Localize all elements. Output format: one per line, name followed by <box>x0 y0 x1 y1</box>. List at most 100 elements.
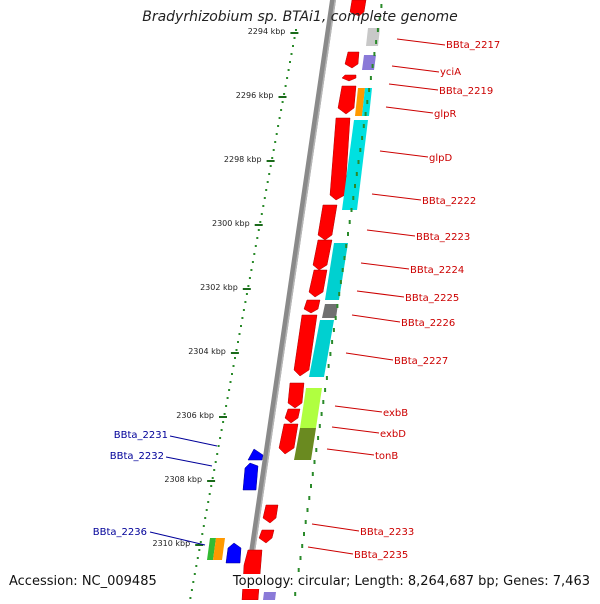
gene-label-bbta-2231[interactable]: BBta_2231 <box>114 430 168 441</box>
scale-dot <box>253 253 256 255</box>
gene-label-tonb[interactable]: tonB <box>375 451 398 462</box>
cds-tonb[interactable] <box>262 504 279 524</box>
gene-label-bbta-2222[interactable]: BBta_2222 <box>422 196 476 207</box>
scale-dot <box>213 469 216 471</box>
cds-bbta-2236[interactable] <box>225 542 242 564</box>
gene-label-bbta-2224[interactable]: BBta_2224 <box>410 265 464 276</box>
strand-dot <box>301 544 304 548</box>
cds-bbta-2227[interactable] <box>287 382 305 409</box>
reverse-gene-labels: BBta_2231 BBta_2232 BBta_2236 <box>93 430 168 538</box>
gene-label-exbb[interactable]: exbB <box>383 408 408 419</box>
gene-label-glpr[interactable]: glpR <box>434 109 456 120</box>
strand-dot <box>366 100 369 104</box>
strand-dot <box>348 220 351 224</box>
leader-bbta-2232 <box>165 456 213 467</box>
scale-tick <box>219 416 227 418</box>
strand-dot <box>331 340 334 344</box>
leader-bbta-2219 <box>388 83 439 91</box>
leader-bbta-2225 <box>356 290 405 298</box>
scale-dot <box>256 237 259 239</box>
scale-dot <box>201 533 204 535</box>
scale-dot <box>244 301 247 303</box>
scale-tick-label: 2304 kbp <box>188 347 226 356</box>
scale-dot <box>226 397 229 399</box>
strand-dot <box>345 244 348 248</box>
leader-bbta-2236 <box>149 531 206 546</box>
strand-dot <box>327 364 330 368</box>
gene-label-bbta-2235[interactable]: BBta_2235 <box>354 550 408 561</box>
accession-label: Accession: NC_009485 <box>8 574 158 589</box>
strand-dot <box>338 292 341 296</box>
scale-tick-label: 2296 kbp <box>236 91 274 100</box>
gene-label-bbta-2232[interactable]: BBta_2232 <box>110 451 164 462</box>
scale-dot <box>281 101 284 103</box>
cds-glpd[interactable] <box>329 117 351 201</box>
cds-bbta-2219[interactable] <box>341 74 357 82</box>
genome-title: Bradyrhizobium sp. BTAi1, complete genom… <box>142 9 458 25</box>
scale-dot <box>268 173 271 175</box>
cog-exbd <box>294 428 316 460</box>
cds-ycia[interactable] <box>344 51 360 69</box>
leader-glpr <box>385 106 434 114</box>
cds-bbta-2231[interactable] <box>247 448 264 461</box>
backbone-highlight <box>246 0 336 600</box>
strand-dots <box>294 4 383 596</box>
cds-bbta-2223[interactable] <box>312 239 333 271</box>
cds-bbta-2233[interactable] <box>258 529 275 544</box>
leader-exbd <box>331 426 380 434</box>
gene-label-bbta-2217[interactable]: BBta_2217 <box>446 40 500 51</box>
strand-dot <box>297 568 300 572</box>
gene-label-bbta-2227[interactable]: BBta_2227 <box>394 356 448 367</box>
scale-tick <box>290 32 299 34</box>
cog-ycia <box>362 55 376 70</box>
strand-dot <box>332 328 335 332</box>
strand-dot <box>311 472 314 476</box>
gene-label-bbta-2233[interactable]: BBta_2233 <box>360 527 414 538</box>
strand-dot <box>373 52 376 56</box>
strand-dot <box>310 484 312 488</box>
cds-bbta-2232[interactable] <box>242 462 259 491</box>
leader-ycia <box>391 65 440 73</box>
scale-dot <box>216 453 219 455</box>
strand-dot <box>303 532 305 536</box>
forward-gene-labels: BBta_2217 yciA BBta_2219 glpR glpD BBta_… <box>354 40 500 561</box>
gene-label-bbta-2225[interactable]: BBta_2225 <box>405 293 459 304</box>
scale-dot <box>234 357 236 359</box>
cog-exbb <box>300 388 322 428</box>
scale-tick-label: 2300 kbp <box>212 219 250 228</box>
strand-dot <box>364 112 367 116</box>
strand-dot <box>343 256 346 260</box>
scale-dot <box>287 69 290 71</box>
scale-dot <box>269 165 272 167</box>
gene-label-exbd[interactable]: exbD <box>380 429 406 440</box>
cds-bbta-2224[interactable] <box>308 269 328 298</box>
scale-dot <box>274 141 277 143</box>
scale-ticks: 2294 kbp 2296 kbp 2298 kbp 2300 kbp 2302 kbp… <box>152 27 299 548</box>
cds-bbta-2217[interactable] <box>349 0 367 17</box>
gene-label-bbta-2219[interactable]: BBta_2219 <box>439 86 493 97</box>
gene-label-bbta-2226[interactable]: BBta_2226 <box>401 318 455 329</box>
scale-dot <box>245 293 248 295</box>
scale-dot <box>272 149 275 151</box>
leader-bbta-2224 <box>360 262 410 270</box>
scale-tick <box>242 288 251 290</box>
gene-label-bbta-2223[interactable]: BBta_2223 <box>416 232 470 243</box>
cds-bbta-2225[interactable] <box>303 299 321 314</box>
strand-dot <box>357 160 360 164</box>
cog-glpd <box>342 120 368 210</box>
strand-dot <box>376 28 379 32</box>
cds-bbta-2222[interactable] <box>317 204 338 241</box>
scale-dot <box>225 405 228 407</box>
gene-label-glpd[interactable]: glpD <box>429 153 452 164</box>
gene-label-bbta-2236[interactable]: BBta_2236 <box>93 527 147 538</box>
leader-bbta-2226 <box>351 314 401 323</box>
cds-exbb[interactable] <box>284 408 301 424</box>
strand-dot <box>320 412 323 416</box>
strand-dot <box>361 136 364 140</box>
cds-glpr[interactable] <box>337 85 357 115</box>
cds-exbd[interactable] <box>278 423 299 455</box>
cds-bbta-2226[interactable] <box>293 314 318 377</box>
gene-label-ycia[interactable]: yciA <box>440 67 461 78</box>
reverse-cds-track <box>225 448 264 564</box>
scale-dot <box>223 413 226 415</box>
